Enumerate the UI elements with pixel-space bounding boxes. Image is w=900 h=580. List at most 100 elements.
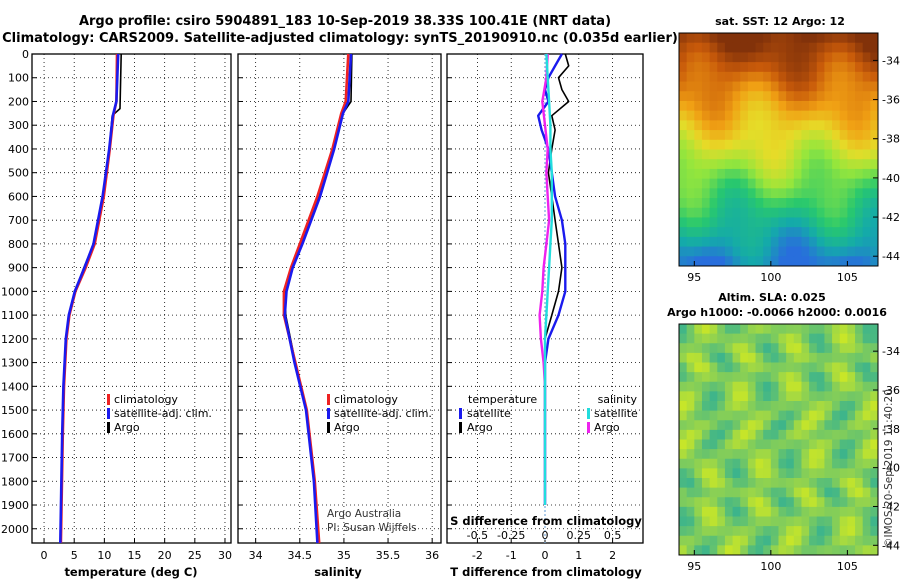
sst-cell [832, 188, 841, 199]
sst-cell [755, 149, 764, 160]
sst-cell [763, 246, 772, 257]
sst-cell [686, 149, 695, 160]
sla-cell [740, 468, 749, 479]
sla-cell [732, 545, 741, 556]
sla-cell [701, 352, 711, 363]
sla-cell [717, 449, 726, 460]
sla-cell [855, 497, 864, 508]
sst-cell [755, 246, 764, 257]
sla-cell [870, 516, 879, 527]
sla-cell [839, 468, 848, 479]
legend-label: climatology [114, 393, 178, 406]
sst-cell [763, 256, 772, 267]
sla-cell [824, 410, 833, 421]
sst-cell [724, 71, 734, 83]
sla-cell [686, 458, 695, 469]
sla-cell [855, 526, 864, 537]
sst-cell [786, 198, 795, 209]
sst-cell [709, 149, 718, 160]
sst-cell [701, 217, 711, 228]
sla-cell [740, 372, 749, 383]
sla-cell [755, 478, 764, 489]
sst-cell [832, 100, 841, 112]
sla-cell [855, 372, 864, 383]
sst-cell [732, 71, 741, 83]
sla-cell [855, 352, 864, 363]
sla-cell [824, 391, 833, 402]
sst-cell [847, 130, 856, 141]
sla-cell [870, 410, 879, 421]
sst-cell [701, 71, 711, 83]
sst-cell [870, 120, 879, 131]
map-x-tick-label: 95 [687, 271, 701, 284]
sla-cell [679, 535, 688, 546]
sst-cell [839, 81, 848, 92]
sst-cell [732, 110, 741, 121]
sla-cell [809, 458, 818, 469]
sst-cell [824, 159, 833, 170]
sst-cell [740, 198, 749, 209]
sst-cell [870, 139, 879, 150]
s-axis-label: S difference from climatology [450, 514, 642, 528]
sla-cell [832, 420, 841, 431]
sla-cell [870, 333, 879, 344]
sla-cell [809, 439, 818, 450]
sla-cell [717, 362, 726, 373]
sst-cell [709, 71, 718, 83]
sla-cell [839, 449, 848, 460]
sst-cell [686, 236, 695, 248]
legend-swatch [327, 422, 330, 433]
sst-cell [724, 42, 734, 53]
sla-cell [724, 458, 734, 469]
sst-cell [778, 149, 787, 160]
sst-cell [724, 207, 734, 218]
sla-cell [824, 401, 833, 412]
sst-cell [778, 139, 787, 150]
sla-cell [801, 458, 810, 469]
sst-cell [862, 256, 871, 267]
sla-cell [740, 429, 749, 440]
sla-cell [839, 545, 848, 556]
sst-cell [724, 130, 734, 141]
sst-cell [786, 139, 795, 150]
sla-cell [816, 381, 825, 392]
sst-cell [686, 71, 695, 83]
sla-cell [724, 439, 734, 450]
sla-cell [709, 420, 718, 431]
sla-cell [747, 420, 757, 431]
sst-cell [717, 217, 726, 228]
sst-cell [786, 256, 795, 267]
sla-cell [816, 401, 825, 412]
sst-cell [809, 256, 818, 267]
sst-cell [763, 227, 772, 238]
sla-cell [847, 343, 856, 354]
sla-cell [679, 439, 688, 450]
sla-cell [832, 401, 841, 412]
sla-cell [816, 506, 825, 517]
map-y-tick-label: -40 [882, 462, 900, 475]
sla-cell [793, 352, 802, 363]
sla-cell [724, 478, 734, 489]
sla-cell [793, 526, 802, 537]
sst-cell [855, 236, 864, 248]
sla-cell [793, 468, 802, 479]
sst-cell [824, 100, 833, 112]
series-line-1 [283, 53, 353, 544]
sla-cell [793, 429, 802, 440]
sla-cell [747, 410, 757, 421]
sst-cell [732, 139, 741, 150]
sla-cell [755, 324, 764, 335]
sla-cell [847, 526, 856, 537]
sst-cell [786, 71, 795, 83]
sst-cell [747, 110, 757, 121]
sst-cell [793, 120, 802, 131]
sst-cell [740, 227, 749, 238]
y-tick-label: 500 [8, 167, 29, 180]
sla-cell [763, 439, 772, 450]
sla-cell [763, 401, 772, 412]
sla-cell [701, 506, 711, 517]
sst-cell [770, 236, 779, 248]
sst-cell [801, 42, 810, 53]
sst-cell [686, 178, 695, 189]
sla-cell [801, 333, 810, 344]
